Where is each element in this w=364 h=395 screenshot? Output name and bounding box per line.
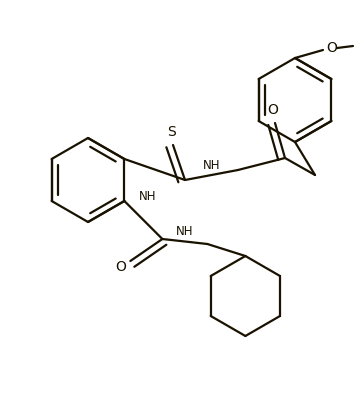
Text: O: O [327,41,337,55]
Text: S: S [167,125,175,139]
Text: O: O [268,103,278,117]
Text: O: O [115,260,126,274]
Text: NH: NH [139,190,157,203]
Text: NH: NH [176,225,194,238]
Text: NH: NH [203,158,220,171]
